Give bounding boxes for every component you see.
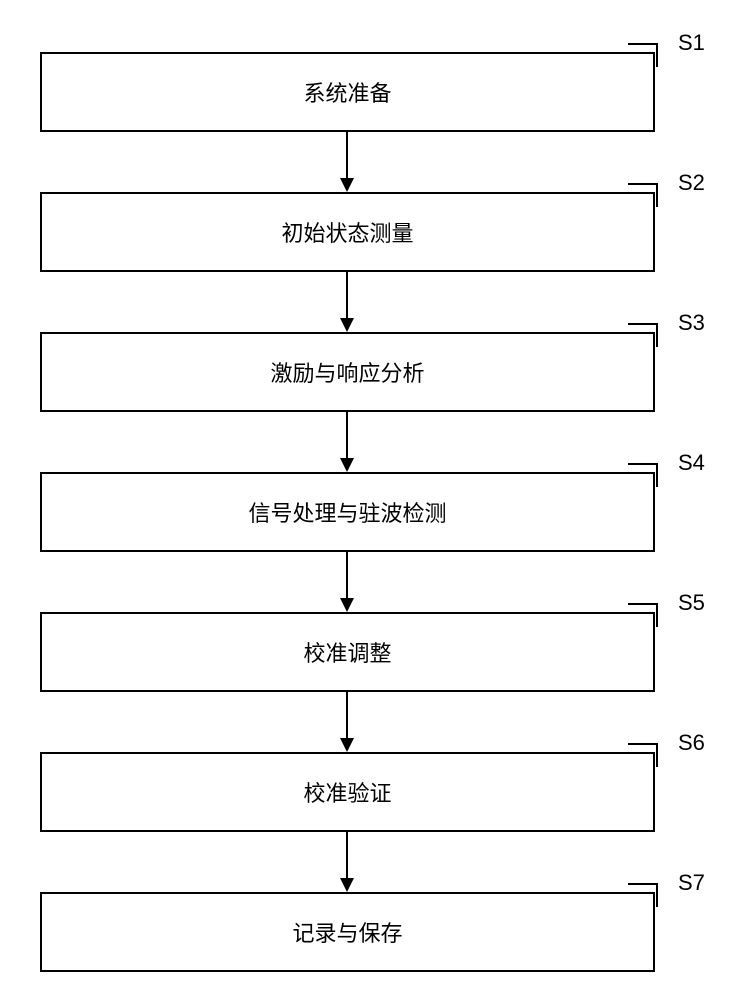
step-box-s2: 初始状态测量 (40, 192, 655, 272)
label-line-s3-v (656, 323, 658, 347)
arrow-head-icon (340, 458, 354, 472)
arrow-shaft (346, 272, 348, 318)
flowchart-canvas: { "diagram": { "type": "flowchart", "bac… (0, 0, 753, 1000)
label-line-s1-h (628, 43, 658, 45)
label-line-s7-v (656, 883, 658, 907)
step-text: 系统准备 (303, 76, 391, 108)
label-line-s5-h (628, 603, 658, 605)
label-line-s4-h (628, 463, 658, 465)
arrow-shaft (346, 552, 348, 598)
step-box-s7: 记录与保存 (40, 892, 655, 972)
arrow-head-icon (340, 178, 354, 192)
step-text: 信号处理与驻波检测 (248, 496, 446, 528)
step-text: 校准调整 (303, 636, 391, 668)
label-line-s4-v (656, 463, 658, 487)
step-box-s4: 信号处理与驻波检测 (40, 472, 655, 552)
label-line-s5-v (656, 603, 658, 627)
step-label-s4: S4 (678, 450, 705, 476)
label-line-s3-h (628, 323, 658, 325)
step-box-s1: 系统准备 (40, 52, 655, 132)
arrow-shaft (346, 412, 348, 458)
step-box-s5: 校准调整 (40, 612, 655, 692)
arrow-shaft (346, 692, 348, 738)
step-box-s3: 激励与响应分析 (40, 332, 655, 412)
step-text: 激励与响应分析 (270, 356, 424, 388)
arrow-head-icon (340, 318, 354, 332)
step-box-s6: 校准验证 (40, 752, 655, 832)
label-line-s6-h (628, 743, 658, 745)
step-label-s5: S5 (678, 590, 705, 616)
step-text: 初始状态测量 (281, 216, 413, 248)
step-label-s1: S1 (678, 30, 705, 56)
step-text: 记录与保存 (292, 916, 402, 948)
step-label-s3: S3 (678, 310, 705, 336)
label-line-s1-v (656, 43, 658, 67)
arrow-head-icon (340, 738, 354, 752)
arrow-head-icon (340, 878, 354, 892)
label-line-s6-v (656, 743, 658, 767)
label-line-s2-h (628, 183, 658, 185)
label-line-s7-h (628, 883, 658, 885)
step-label-s6: S6 (678, 730, 705, 756)
arrow-shaft (346, 132, 348, 178)
step-text: 校准验证 (303, 776, 391, 808)
step-label-s2: S2 (678, 170, 705, 196)
label-line-s2-v (656, 183, 658, 207)
arrow-shaft (346, 832, 348, 878)
arrow-head-icon (340, 598, 354, 612)
step-label-s7: S7 (678, 870, 705, 896)
